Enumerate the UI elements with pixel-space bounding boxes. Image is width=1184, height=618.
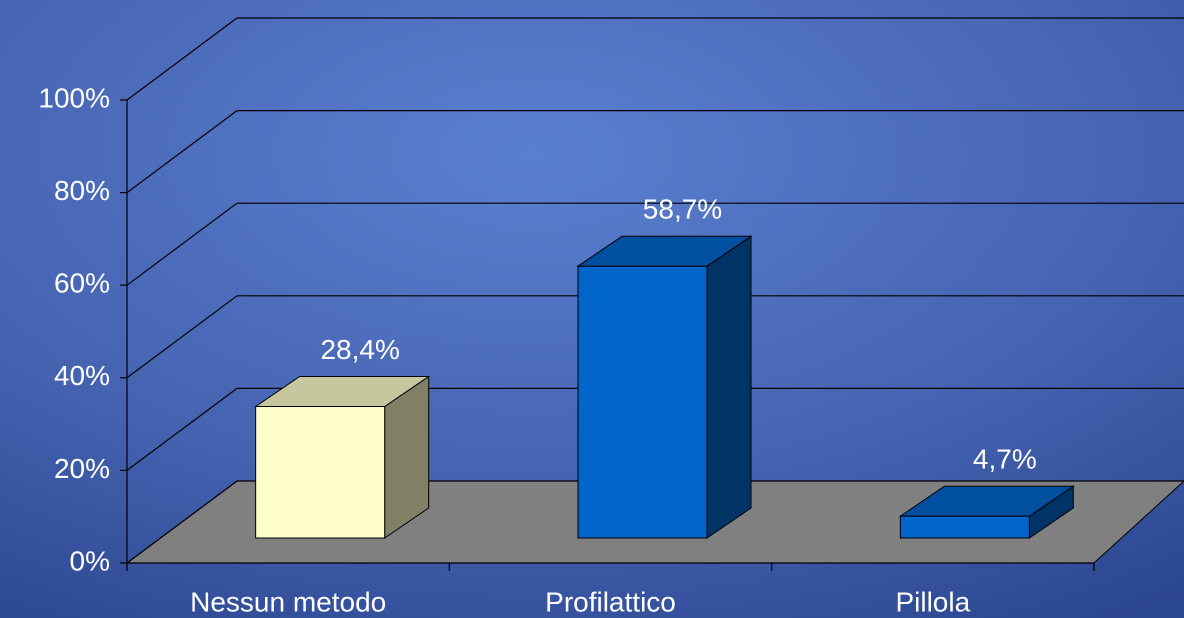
grid-line	[126, 202, 238, 286]
x-tick-label: Pillola	[895, 586, 970, 617]
y-tick-label: 20%	[54, 453, 110, 484]
grid-line	[126, 387, 238, 471]
grid-line	[126, 17, 238, 101]
y-tick-label: 40%	[54, 360, 110, 391]
y-tick-label: 0%	[70, 545, 110, 576]
y-tick-label: 100%	[38, 82, 110, 113]
data-label: 28,4%	[320, 334, 399, 365]
bar	[899, 515, 1030, 539]
data-label: 58,7%	[643, 194, 722, 225]
data-label: 4,7%	[973, 444, 1037, 475]
bar	[255, 406, 386, 539]
grid-line	[126, 110, 238, 194]
grid-line	[126, 480, 238, 564]
x-tick-label: Profilattico	[545, 586, 676, 617]
bar-side	[706, 235, 752, 539]
y-tick-label: 60%	[54, 268, 110, 299]
y-tick-label: 80%	[54, 175, 110, 206]
grid-line	[126, 295, 238, 379]
x-tick-label: Nessun metodo	[190, 586, 386, 617]
bar	[577, 265, 708, 539]
